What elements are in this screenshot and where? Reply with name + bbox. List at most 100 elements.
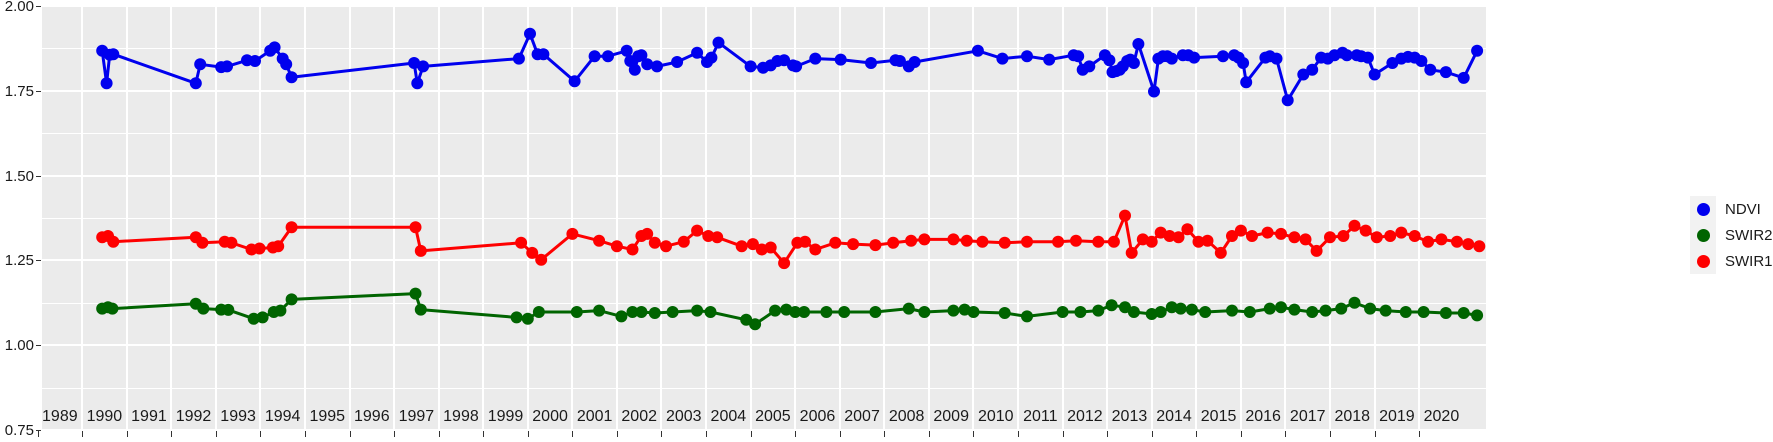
legend-marker-circle-icon [1696, 228, 1710, 242]
data-point [887, 236, 900, 249]
data-point [568, 75, 581, 88]
series-line [100, 292, 1479, 326]
data-point [1145, 308, 1158, 320]
gridline-vertical [259, 6, 262, 430]
x-axis-tick-label: 2015 [1200, 408, 1237, 425]
data-point [1172, 231, 1185, 244]
x-axis-tick-label: 1992 [175, 408, 212, 425]
gridline-vertical [526, 6, 529, 430]
data-point [847, 238, 860, 251]
series-swir2 [96, 287, 1484, 331]
gridline-vertical [1418, 6, 1421, 430]
data-point [1457, 71, 1470, 84]
x-axis-tick-mark [973, 431, 975, 437]
data-point [1201, 234, 1214, 247]
gridline-horizontal-minor [42, 133, 1486, 135]
data-point [515, 236, 528, 249]
data-point [1148, 85, 1160, 98]
data-point [1188, 51, 1201, 64]
x-axis-tick-mark [1285, 431, 1287, 437]
x-axis-tick-label: 2010 [977, 408, 1014, 425]
gridline-vertical [749, 6, 752, 430]
y-axis-tick-label: 2.00 [4, 0, 34, 15]
data-point [1439, 307, 1452, 319]
data-point [1052, 235, 1065, 248]
data-point [947, 233, 960, 246]
data-point [285, 293, 298, 306]
gridline-vertical [1195, 6, 1198, 430]
gridline-vertical [303, 6, 306, 430]
y-axis-tick-label: 1.50 [4, 167, 34, 185]
x-axis-tick-label: 2008 [888, 408, 925, 425]
x-axis-tick-mark [171, 431, 173, 437]
data-point [1451, 235, 1463, 248]
x-axis-tick-label: 2017 [1289, 408, 1326, 425]
data-point [256, 311, 269, 324]
x-axis-tick-label: 1997 [398, 408, 435, 425]
data-point [1107, 235, 1120, 248]
data-point [778, 54, 791, 67]
data-point [221, 60, 233, 73]
data-point [249, 55, 261, 67]
x-axis-tick-mark [1330, 431, 1331, 437]
gridline-vertical [927, 6, 930, 430]
legend-item-ndvi[interactable]: NDVI [1690, 196, 1773, 222]
data-point [790, 60, 803, 73]
data-point [1462, 238, 1475, 251]
data-point [798, 306, 811, 318]
data-point [902, 302, 915, 315]
legend-item-swir1[interactable]: SWIR1 [1690, 248, 1773, 274]
data-point [197, 302, 210, 315]
data-point [1021, 50, 1033, 63]
data-point [222, 303, 235, 316]
data-point [1181, 223, 1194, 236]
gridline-vertical [660, 6, 663, 430]
x-axis-tick-label: 2006 [799, 408, 836, 425]
data-point [712, 36, 725, 49]
data-point [671, 56, 684, 68]
data-point [602, 50, 614, 63]
data-point [1275, 301, 1287, 314]
x-axis-tick-mark [394, 431, 396, 437]
x-axis-tick-mark [349, 431, 351, 437]
x-axis-tick-label: 1995 [309, 408, 346, 425]
gridline-vertical [348, 6, 351, 430]
data-point [1125, 246, 1138, 259]
data-point [918, 306, 931, 318]
data-point [1145, 235, 1158, 248]
x-axis-tick-label: 2002 [621, 408, 657, 425]
data-point [526, 246, 539, 259]
data-point [918, 233, 931, 246]
x-axis-tick-mark [1196, 431, 1198, 437]
x-axis-tick-mark [750, 431, 752, 437]
x-axis-tick-label: 2020 [1423, 408, 1460, 425]
data-point [107, 235, 120, 248]
data-point [189, 77, 202, 90]
x-axis-tick-mark [572, 431, 574, 437]
legend-item-label: NDVI [1725, 200, 1761, 218]
data-point [702, 230, 715, 242]
data-point [510, 311, 523, 324]
data-point [1384, 230, 1397, 242]
legend-marker-circle-icon [1696, 254, 1710, 268]
legend-item-label: SWIR2 [1725, 226, 1773, 244]
legend-item-swir2[interactable]: SWIR2 [1690, 222, 1773, 248]
x-axis-tick-label: 2012 [1067, 408, 1103, 425]
data-point [1165, 301, 1178, 314]
data-point [789, 306, 802, 318]
data-point [1348, 296, 1361, 309]
gridline-horizontal [42, 429, 1486, 430]
data-point [1070, 234, 1082, 247]
data-point [620, 44, 633, 57]
x-axis-tick-label: 1996 [354, 408, 390, 425]
data-point [1103, 54, 1116, 67]
data-point [998, 307, 1011, 319]
data-point [740, 313, 753, 326]
data-point [1105, 299, 1118, 312]
data-point [1340, 49, 1353, 62]
data-point [764, 241, 777, 254]
data-point [1217, 50, 1229, 63]
data-point [1424, 63, 1437, 76]
data-point [593, 234, 606, 247]
x-axis-tick-mark [1374, 431, 1376, 437]
